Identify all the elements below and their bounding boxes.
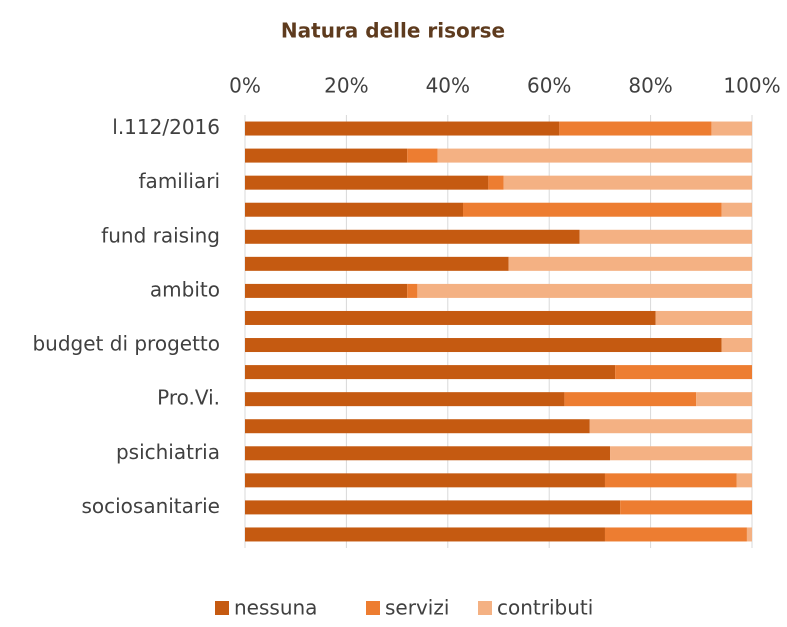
legend-label: servizi: [385, 596, 449, 620]
bar-segment: [245, 202, 464, 217]
y-tick-label: Pro.Vi.: [157, 386, 220, 410]
bar-segment: [721, 202, 752, 217]
bar-segment: [721, 338, 752, 353]
x-tick-label: 40%: [426, 74, 470, 98]
bar-segment: [245, 500, 621, 515]
bar-segment: [620, 500, 752, 515]
y-tick-label: l.112/2016: [112, 115, 220, 139]
bar-segment: [407, 148, 438, 163]
bar-segment: [615, 365, 752, 380]
bar-segment: [245, 365, 616, 380]
bar-segment: [736, 473, 752, 488]
bar-segment: [245, 419, 590, 434]
x-tick-label: 80%: [628, 74, 672, 98]
bar-segment: [610, 446, 752, 461]
y-tick-label: ambito: [150, 277, 220, 301]
bar-segment: [508, 256, 752, 271]
x-tick-label: 20%: [324, 74, 368, 98]
legend-label: contributi: [497, 596, 593, 620]
bar-segment: [245, 310, 656, 325]
x-tick-label: 100%: [723, 74, 780, 98]
x-tick-label: 60%: [527, 74, 571, 98]
bar-segment: [245, 338, 722, 353]
bar-segment: [245, 229, 580, 244]
legend-swatch: [366, 601, 380, 615]
bar-segment: [407, 283, 418, 298]
bar-segment: [245, 473, 605, 488]
bar-segment: [417, 283, 752, 298]
legend-label: nessuna: [234, 596, 317, 620]
legend-swatch: [478, 601, 492, 615]
legend-swatch: [215, 601, 229, 615]
bar-segment: [564, 392, 697, 407]
bar-segment: [463, 202, 722, 217]
y-tick-label: familiari: [139, 169, 220, 193]
bar-segment: [245, 283, 408, 298]
bar-segment: [604, 527, 747, 542]
y-tick-label: fund raising: [101, 223, 220, 247]
bar-segment: [488, 175, 504, 190]
bar-segment: [245, 527, 605, 542]
bar-segment: [579, 229, 752, 244]
bar-segment: [437, 148, 752, 163]
x-tick-label: 0%: [229, 74, 261, 98]
chart-title: Natura delle risorse: [281, 19, 505, 43]
bar-segment: [245, 446, 611, 461]
bar-segment: [589, 419, 752, 434]
bar-segment: [245, 392, 565, 407]
y-tick-label: psichiatria: [116, 440, 220, 464]
bar-segment: [696, 392, 752, 407]
bar-segment: [245, 256, 509, 271]
bar-segment: [503, 175, 752, 190]
y-tick-label: sociosanitarie: [81, 494, 220, 518]
bar-segment: [655, 310, 752, 325]
y-tick-label: budget di progetto: [32, 332, 220, 356]
bar-segment: [746, 527, 752, 542]
bar-segment: [245, 148, 408, 163]
bar-segment: [245, 175, 489, 190]
bar-segment: [604, 473, 737, 488]
bar-segment: [559, 121, 712, 136]
bar-segment: [711, 121, 752, 136]
bar-segment: [245, 121, 560, 136]
